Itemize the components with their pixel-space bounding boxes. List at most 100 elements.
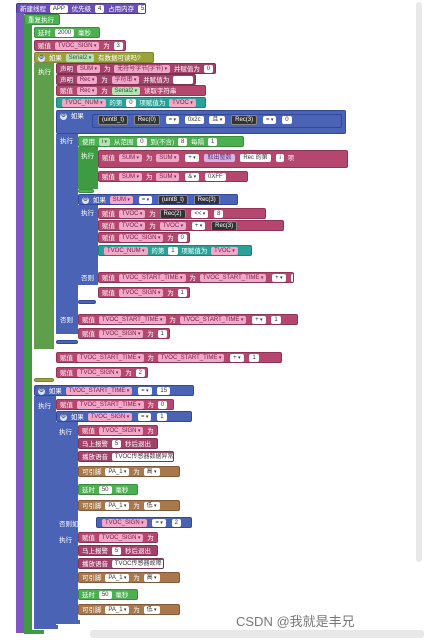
value-field[interactable]: 0 <box>203 65 214 73</box>
pin-write-low2-block[interactable]: 可引脚 PA_1 为 低 <box>78 604 180 615</box>
tvoc-add-block[interactable]: 赋值 TVOC 为 TVOC + Rec(3) <box>98 220 284 231</box>
pin-select[interactable]: PA_1 <box>105 468 130 476</box>
play-voice2-block[interactable]: 播放语音 TVOC传感器故障 <box>78 558 164 569</box>
variable-select[interactable]: SUM <box>156 154 180 163</box>
value-field[interactable]: 3 <box>113 42 123 50</box>
cast-field[interactable]: (uint8_t) <box>98 115 129 126</box>
variable-select[interactable]: TVOC_START_TIME <box>76 401 144 409</box>
type-select[interactable]: 字符串 <box>111 76 140 84</box>
variable-select[interactable]: SUM <box>109 196 133 204</box>
level-select[interactable]: 高 <box>143 574 160 582</box>
elseif-sign2-block[interactable]: TVOC_SIGN = 2 <box>96 517 192 528</box>
gear-icon[interactable]: ⚙ <box>60 112 67 120</box>
horizontal-scrollbar[interactable] <box>90 630 424 638</box>
variable-select[interactable]: TVOC_SIGN <box>118 234 164 242</box>
delay-value[interactable]: 2000 <box>54 29 75 37</box>
variable-select[interactable]: TVOC_SIGN <box>118 289 164 297</box>
variable-select[interactable]: TVOC <box>169 99 196 107</box>
value-field[interactable]: 2 <box>135 369 145 377</box>
variable-select[interactable]: Rec <box>76 87 98 95</box>
variable-select[interactable]: TVOC <box>159 222 187 230</box>
rec-index[interactable]: Rec(2) <box>159 209 186 218</box>
index-field[interactable]: 1 <box>168 247 178 255</box>
tvoc-num-item1-block[interactable]: TVOC_NUM 的第 1 项赋值为 TVOC <box>98 245 252 256</box>
variable-select[interactable]: TVOC_SIGN <box>98 330 144 338</box>
for-loop-block[interactable]: 使用 i 从范围 0 到(不含) 8 每隔 1 <box>78 136 244 147</box>
value-field[interactable]: 0 <box>177 234 187 242</box>
operator-select[interactable]: = <box>138 413 152 421</box>
variable-select[interactable]: TVOC_START_TIME <box>98 316 166 324</box>
pin-write-high-block[interactable]: 可引脚 PA_1 为 高 <box>78 466 180 477</box>
logic-select[interactable]: 且 <box>209 116 226 125</box>
pin-write-high2-block[interactable]: 可引脚 PA_1 为 高 <box>78 572 180 583</box>
rec-index[interactable]: Rec(3) <box>231 115 258 126</box>
start-time-inc2-block[interactable]: 赋值 TVOC_START_TIME 为 TVOC_START_TIME + 1 <box>78 314 298 325</box>
pin-write-low-block[interactable]: 可引脚 PA_1 为 低 <box>78 500 180 511</box>
pin-select[interactable]: PA_1 <box>105 502 130 510</box>
variable-select[interactable]: TVOC <box>211 247 238 255</box>
voice-text-field[interactable]: TVOC传感器数据异常 <box>111 453 173 461</box>
step-field[interactable]: 1 <box>207 138 218 146</box>
assign-sign-2-block[interactable]: 赋值 TVOC_SIGN 为 2 <box>56 367 148 378</box>
tvoc-shift-block[interactable]: 赋值 TVOC 为 Rec(2) << 8 <box>98 208 266 219</box>
level-select[interactable]: 低 <box>143 606 160 614</box>
gear-icon[interactable]: ⚙ <box>38 387 45 395</box>
variable-select[interactable]: SUM <box>156 173 180 181</box>
rec-index[interactable]: Rec(3) <box>211 221 238 230</box>
operator-select[interactable]: = <box>138 196 153 204</box>
index-field[interactable]: 0 <box>126 99 136 107</box>
variable-select[interactable]: SUM <box>118 173 143 181</box>
hex-field[interactable]: 0XFF <box>204 173 226 181</box>
variable-select[interactable]: SUM <box>76 65 101 73</box>
start-time-inc3-block[interactable]: 赋值 TVOC_START_TIME 为 TVOC_START_TIME + 1 <box>56 352 282 363</box>
variable-select[interactable]: TVOC_START_TIME <box>76 354 144 362</box>
assign-alarm2-block[interactable]: 赋值 TVOC_SIGN 为 1 <box>78 532 158 543</box>
gear-icon[interactable]: ⚙ <box>60 413 67 421</box>
serial-select[interactable]: Serial2 <box>111 87 141 95</box>
pin-select[interactable]: PA_1 <box>105 574 130 582</box>
value-field[interactable]: 0 <box>157 401 167 409</box>
operator-select[interactable]: = <box>262 116 277 125</box>
variable-select[interactable]: TVOC <box>118 210 146 218</box>
operator-select[interactable]: + <box>252 316 266 324</box>
operator-select[interactable]: + <box>230 354 244 362</box>
delay-value[interactable]: 50 <box>98 486 112 494</box>
variable-select[interactable]: TVOC_START_TIME <box>179 316 247 324</box>
end-field[interactable]: 8 <box>178 138 188 146</box>
assign-sign-1-block[interactable]: 赋值 TVOC_SIGN 为 1 <box>98 287 190 298</box>
value-field[interactable] <box>173 76 194 84</box>
value-field[interactable]: 1 <box>291 274 293 282</box>
gear-icon[interactable]: ⚙ <box>38 54 45 62</box>
variable-select[interactable]: TVOC_SIGN <box>102 519 147 527</box>
memory-field[interactable]: 512 <box>137 5 145 13</box>
variable-select[interactable]: TVOC_START_TIME <box>65 387 133 395</box>
start-field[interactable]: 0 <box>137 138 147 146</box>
alarm-seconds-field[interactable]: 5 <box>111 547 122 555</box>
loop-var-ref[interactable]: i <box>276 154 284 163</box>
operator-select[interactable]: & <box>185 173 200 181</box>
if-sum-block[interactable]: ⚙ 如果 SUM = (uint8_t) Rec(3) <box>78 194 238 205</box>
value-field[interactable]: 1 <box>271 316 281 324</box>
gear-icon[interactable]: ⚙ <box>82 196 89 204</box>
value-field[interactable]: 1 <box>249 354 259 362</box>
variable-select[interactable]: SUM <box>118 154 143 163</box>
sum-mask-block[interactable]: 赋值 SUM 为 SUM & 0XFF <box>98 171 248 182</box>
value-field[interactable]: 15 <box>157 387 171 395</box>
shift-field[interactable]: 8 <box>214 210 224 218</box>
variable-select[interactable]: TVOC <box>118 222 146 230</box>
assign-rec-block[interactable]: 赋值 Rec 为 Serial2 读取字符串 <box>56 85 206 96</box>
value-field[interactable]: 1 <box>157 330 167 338</box>
variable-select[interactable]: TVOC_SIGN <box>98 534 144 542</box>
if-sign1-block[interactable]: ⚙ 如果 TVOC_SIGN = 1 <box>56 411 192 422</box>
level-select[interactable]: 低 <box>143 502 160 510</box>
priority-field[interactable]: 4 <box>94 5 105 13</box>
value-field[interactable]: 0 <box>282 116 292 125</box>
variable-select[interactable]: TVOC_NUM <box>62 99 106 107</box>
variable-select[interactable]: TVOC_SIGN <box>87 413 133 421</box>
type-select[interactable]: 无符号字节(字节) <box>114 65 171 73</box>
delay-value[interactable]: 50 <box>98 591 112 599</box>
rec-index[interactable]: Rec(3) <box>193 195 220 204</box>
thread-app-field[interactable]: APP <box>49 5 68 13</box>
start-time-inc-block[interactable]: 赋值 TVOC_START_TIME 为 TVOC_START_TIME + 1 <box>98 272 294 283</box>
assign-sign-0-block[interactable]: 赋值 TVOC_SIGN 为 0 <box>98 232 190 243</box>
